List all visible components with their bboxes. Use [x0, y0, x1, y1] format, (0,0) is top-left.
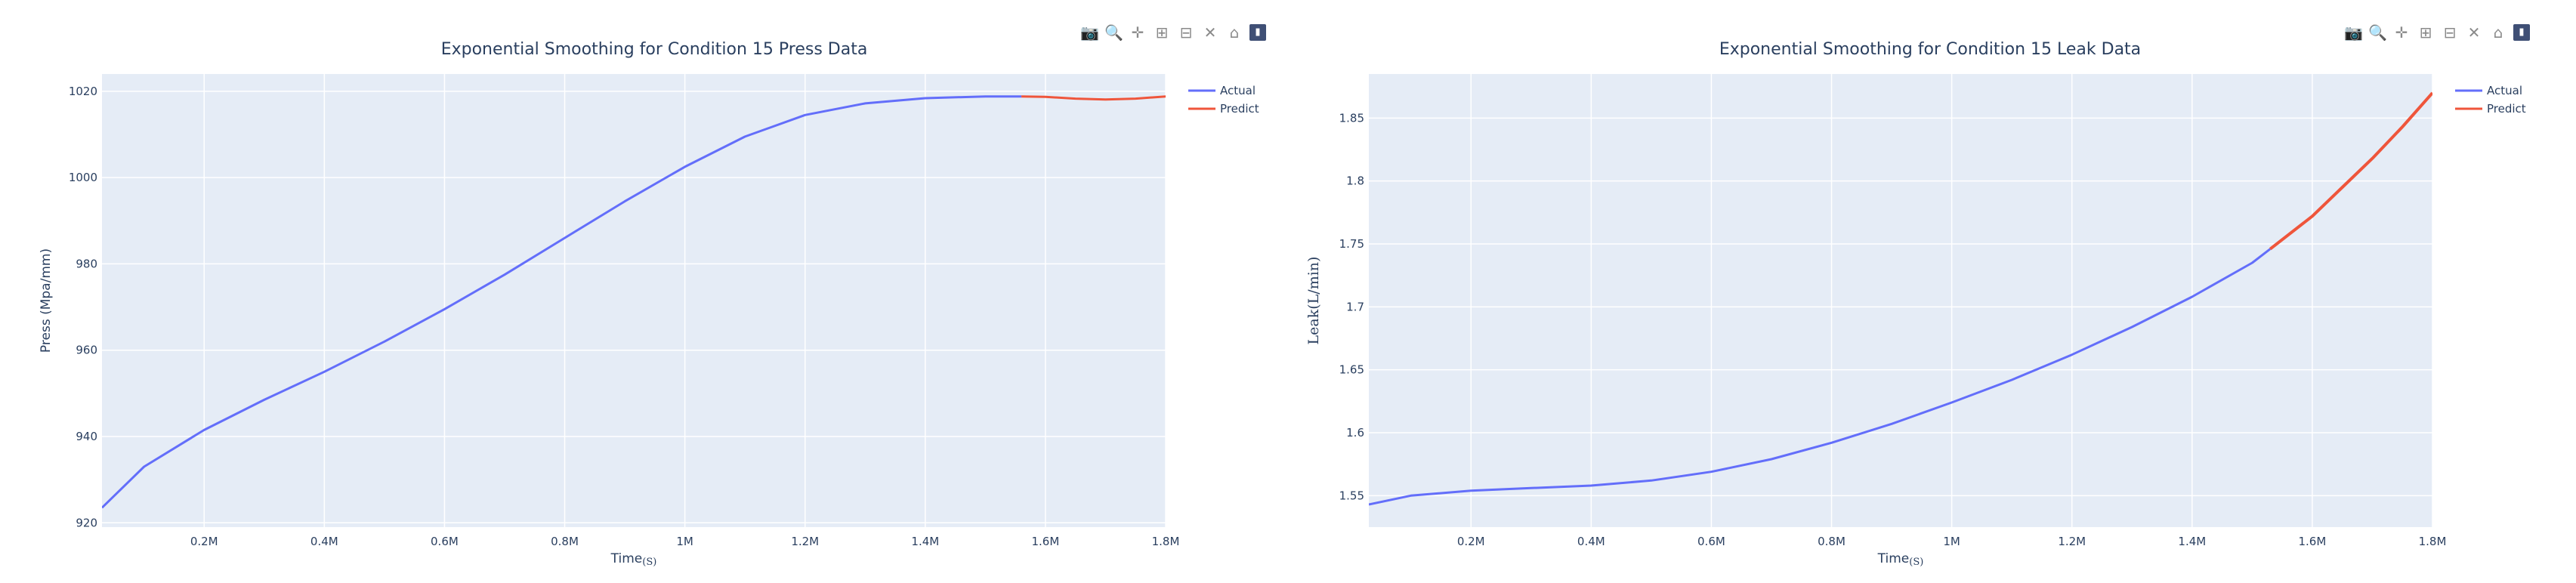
- y-tick-label: 980: [76, 257, 97, 270]
- legend-label: Predict: [2487, 102, 2526, 116]
- y-tick-label: 920: [76, 516, 97, 529]
- x-axis-title: Time(S): [610, 551, 657, 568]
- leak-chart: 0.2M 0.4M 0.6M 0.8M 1M 1.2M 1.4M 1.6M 1.8M 1.55 1.…: [1305, 40, 2526, 568]
- reset-axes-icon[interactable]: ⌂: [1229, 23, 1240, 42]
- x-axis-label: Time: [610, 551, 643, 566]
- x-tick-label: 0.4M: [310, 535, 338, 548]
- zoom-in-icon[interactable]: ⊞: [2419, 23, 2432, 42]
- y-tick-label: 1000: [69, 171, 97, 184]
- camera-icon[interactable]: 📷: [2344, 23, 2363, 42]
- y-tick-label: 1.6: [1346, 426, 1364, 440]
- x-tick-label: 0.8M: [551, 535, 579, 548]
- x-tick-label: 1M: [1943, 535, 1960, 548]
- y-tick-label: 1.8: [1346, 174, 1364, 188]
- y-tick-label: 960: [76, 344, 97, 357]
- x-axis-title: Time(S): [1877, 551, 1924, 568]
- leak-chart-panel: 0.2M 0.4M 0.6M 0.8M 1M 1.2M 1.4M 1.6M 1.8M 1.55 1.…: [1288, 0, 2576, 583]
- legend-label: Predict: [1220, 102, 1259, 116]
- modebar: 📷 🔍 ✛ ⊞ ⊟ ✕ ⌂ ▮: [1080, 21, 1266, 44]
- x-tick-label: 1.6M: [2299, 535, 2327, 548]
- series-line-actual: [1369, 248, 2272, 506]
- chart-title: Exponential Smoothing for Condition 15 L…: [1719, 40, 2141, 59]
- pan-icon[interactable]: ✛: [1131, 23, 1144, 42]
- x-tick-label: 0.6M: [431, 535, 459, 548]
- zoom-in-icon[interactable]: ⊞: [1155, 23, 1169, 42]
- x-tick-label: 1.4M: [2178, 535, 2206, 548]
- plotly-logo-icon[interactable]: ▮: [1249, 24, 1266, 41]
- autoscale-icon[interactable]: ✕: [2467, 23, 2481, 42]
- y-tick-label: 1.65: [1339, 363, 1364, 377]
- series-line-actual: [102, 95, 1022, 509]
- x-tick-label: 1.8M: [1152, 535, 1180, 548]
- x-tick-label: 1.4M: [911, 535, 939, 548]
- x-tick-label: 0.4M: [1577, 535, 1605, 548]
- y-tick-label: 1.55: [1339, 489, 1364, 502]
- zoom-icon[interactable]: 🔍: [2368, 23, 2387, 42]
- plot-area: [102, 74, 1166, 527]
- x-axis-label: Time: [1877, 551, 1910, 566]
- legend-label: Actual: [2487, 84, 2522, 97]
- y-axis-title: Press (Mpa/mm): [39, 248, 54, 353]
- y-axis-title: Leak(L/min): [1305, 257, 1322, 345]
- plotly-logo-icon[interactable]: ▮: [2513, 24, 2530, 41]
- camera-icon[interactable]: 📷: [1080, 23, 1099, 42]
- x-tick-label: 0.2M: [1457, 535, 1485, 548]
- pan-icon[interactable]: ✛: [2395, 23, 2408, 42]
- x-tick-label: 1.2M: [791, 535, 819, 548]
- zoom-out-icon[interactable]: ⊟: [1179, 23, 1193, 42]
- series-line-predict: [2269, 91, 2432, 251]
- series-line-predict: [1021, 95, 1166, 101]
- x-tick-label: 0.8M: [1818, 535, 1846, 548]
- x-tick-label: 0.2M: [190, 535, 218, 548]
- x-axis-unit: (S): [642, 557, 656, 568]
- y-tick-label: 940: [76, 430, 97, 443]
- modebar: 📷 🔍 ✛ ⊞ ⊟ ✕ ⌂ ▮: [2344, 21, 2530, 44]
- zoom-out-icon[interactable]: ⊟: [2443, 23, 2457, 42]
- x-tick-label: 1.6M: [1032, 535, 1060, 548]
- y-tick-label: 1020: [69, 85, 97, 98]
- x-tick-label: 0.6M: [1697, 535, 1725, 548]
- press-chart-panel: 0.2M 0.4M 0.6M 0.8M 1M 1.2M 1.4M 1.6M 1.8M 920 940…: [39, 21, 1266, 568]
- x-tick-label: 1.2M: [2058, 535, 2086, 548]
- y-tick-label: 1.85: [1339, 111, 1364, 125]
- plot-area: [1369, 74, 2432, 527]
- autoscale-icon[interactable]: ✕: [1203, 23, 1217, 42]
- press-chart: 0.2M 0.4M 0.6M 0.8M 1M 1.2M 1.4M 1.6M 1.8M 920 940…: [39, 40, 1259, 568]
- x-tick-label: 1M: [676, 535, 693, 548]
- y-tick-label: 1.75: [1339, 237, 1364, 251]
- reset-axes-icon[interactable]: ⌂: [2493, 23, 2503, 42]
- zoom-icon[interactable]: 🔍: [1104, 23, 1123, 42]
- y-tick-label: 1.7: [1346, 300, 1364, 313]
- x-axis-unit: (S): [1909, 557, 1923, 568]
- chart-title: Exponential Smoothing for Condition 15 P…: [441, 40, 868, 59]
- x-tick-label: 1.8M: [2419, 535, 2447, 548]
- legend-label: Actual: [1220, 84, 1256, 97]
